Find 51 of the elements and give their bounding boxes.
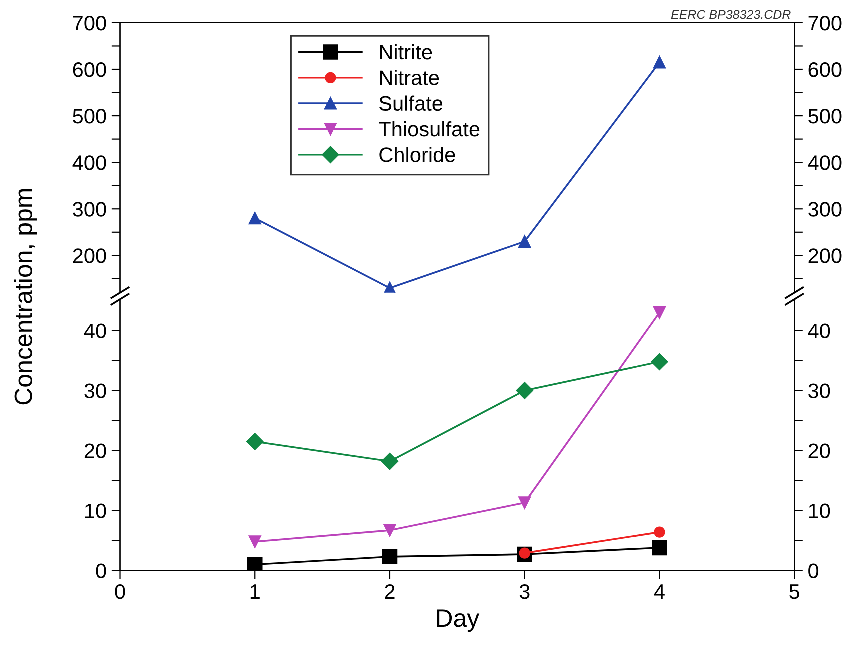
y-tick-label: 30: [84, 384, 106, 399]
x-tick-label: 0: [115, 584, 126, 600]
point: [653, 56, 666, 69]
y-tick-label: 20: [84, 444, 106, 458]
legend-label: Sulfate: [380, 96, 443, 112]
point: [651, 353, 668, 371]
point: [653, 306, 666, 320]
x-tick-label: 3: [520, 584, 530, 600]
y2-tick-label: 300: [808, 202, 842, 217]
legend-label: Chloride: [380, 147, 456, 162]
y2-tick-label: 600: [808, 62, 842, 78]
y-axis-title: Concentration, ppm: [14, 189, 38, 405]
y-tick-label: 0: [96, 564, 106, 578]
point: [381, 452, 399, 470]
y2-tick-label: 0: [808, 564, 819, 578]
point: [652, 540, 668, 556]
point: [248, 212, 262, 225]
y-tick-label: 500: [73, 109, 106, 124]
x-tick-label: 4: [654, 584, 665, 600]
x-tick-label: 2: [385, 584, 395, 600]
point: [384, 524, 396, 537]
y-tick-label: 600: [73, 62, 106, 78]
y-tick-label: 40: [84, 324, 106, 339]
point: [247, 557, 263, 571]
point: [654, 526, 666, 538]
point: [518, 496, 532, 510]
point: [382, 549, 398, 565]
y2-tick-label: 20: [808, 444, 830, 458]
y-tick-label: 700: [73, 16, 106, 31]
y-tick-label: 200: [73, 248, 106, 264]
y-tick-label: 10: [85, 504, 106, 518]
x-tick-label: 1: [250, 584, 260, 600]
y-tick-label: 300: [73, 202, 106, 217]
legend-label: Nitrate: [380, 70, 440, 86]
y2-tick-label: 10: [809, 504, 830, 518]
legend-label: Thiosulfate: [379, 121, 480, 137]
y2-tick-label: 700: [808, 16, 842, 31]
x-tick-label: 5: [790, 584, 800, 600]
text: EERC BP38323.CDR: [671, 10, 791, 20]
x-axis-title: Day: [437, 610, 480, 632]
y2-tick-label: 30: [808, 384, 830, 399]
y2-tick-label: 200: [808, 248, 842, 264]
y2-tick-label: 40: [808, 324, 830, 339]
y2-tick-label: 400: [808, 156, 842, 170]
y-tick-label: 400: [72, 156, 106, 170]
point: [248, 536, 262, 548]
point: [516, 382, 534, 400]
y2-tick-label: 500: [808, 109, 842, 124]
legend-label: Nitrite: [380, 44, 432, 60]
point: [246, 433, 264, 450]
point: [518, 235, 532, 248]
